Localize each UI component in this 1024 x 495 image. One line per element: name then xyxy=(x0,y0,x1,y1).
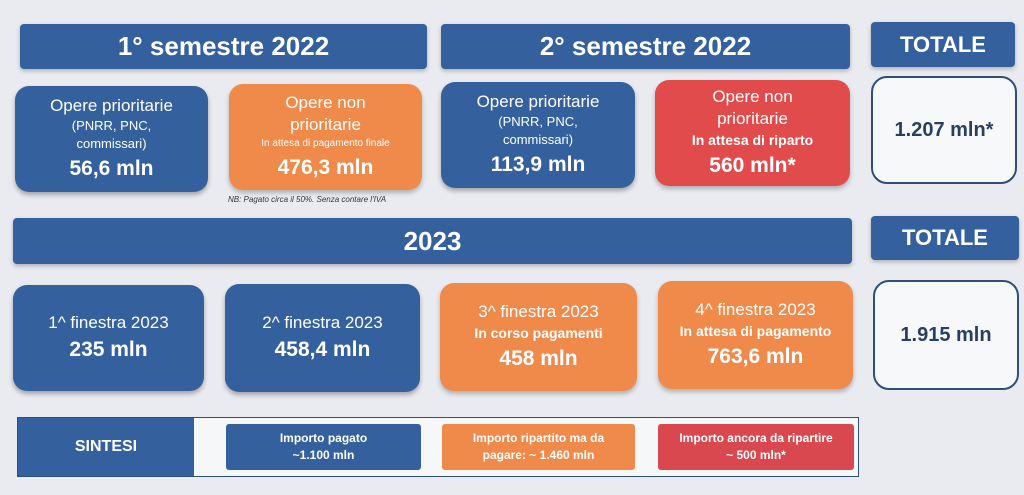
sintesi-line: Importo ripartito ma da xyxy=(472,431,605,445)
card-status: In attesa di pagamento finale xyxy=(261,138,390,149)
header-semestre-1: 1° semestre 2022 xyxy=(20,24,427,69)
card-value: 113,9 mln xyxy=(490,153,586,176)
sintesi-line: ~1.100 mln xyxy=(292,448,355,462)
card-sub: (PNRR, PNC, xyxy=(498,114,578,129)
card-sub: (PNRR, PNC, xyxy=(71,118,152,133)
total-2023-box: 1.915 mln xyxy=(873,280,1019,390)
card-status: In corso pagamenti xyxy=(474,325,603,341)
total-2023-value: 1.915 mln xyxy=(900,323,992,346)
card-finestra-1: 1^ finestra 2023 235 mln xyxy=(13,285,204,391)
card-sem1-opere-prioritarie: Opere prioritarie (PNRR, PNC, commissari… xyxy=(15,86,208,192)
card-title: Opere prioritarie xyxy=(476,92,600,111)
card-sub: commissari) xyxy=(502,132,574,147)
card-status: In attesa di riparto xyxy=(691,132,814,148)
card-sub: commissari) xyxy=(76,136,147,151)
card-title: Opere non xyxy=(712,87,793,106)
total-2022-value: 1.207 mln* xyxy=(894,118,994,141)
card-value: 476,3 mln xyxy=(277,156,374,179)
sintesi-line: pagare: ~ 1.460 mln xyxy=(482,448,595,462)
card-sem2-opere-non-prioritarie: Opere non prioritarie In attesa di ripar… xyxy=(655,80,850,186)
card-value: 458 mln xyxy=(499,347,578,370)
card-finestra-3: 3^ finestra 2023 In corso pagamenti 458 … xyxy=(440,283,637,391)
footnote-nb: NB: Pagato circa il 50%. Senza contare l… xyxy=(228,195,387,204)
card-title: prioritarie xyxy=(290,115,361,134)
card-sem2-opere-prioritarie: Opere prioritarie (PNRR, PNC, commissari… xyxy=(441,82,635,188)
card-value: 560 mln* xyxy=(709,154,796,177)
header-totale-2023: TOTALE xyxy=(871,216,1019,260)
header-2023: 2023 xyxy=(13,218,852,264)
sintesi-line: Importo ancora da ripartire xyxy=(679,431,833,445)
total-2022-box: 1.207 mln* xyxy=(871,76,1017,184)
header-totale-2022: TOTALE xyxy=(871,22,1015,67)
sintesi-line: ~ 500 mln* xyxy=(726,448,786,462)
card-title: 3^ finestra 2023 xyxy=(478,302,599,321)
sintesi-importo-da-ripartire: Importo ancora da ripartire ~ 500 mln* xyxy=(658,424,854,470)
card-finestra-2: 2^ finestra 2023 458,4 mln xyxy=(225,284,420,392)
card-title: prioritarie xyxy=(717,109,788,128)
card-value: 235 mln xyxy=(69,338,148,361)
sintesi-label-text: SINTESI xyxy=(74,438,138,455)
card-finestra-4: 4^ finestra 2023 In attesa di pagamento … xyxy=(658,281,853,389)
card-value: 763,6 mln xyxy=(707,345,804,368)
card-title: 1^ finestra 2023 xyxy=(48,313,169,332)
card-value: 56,6 mln xyxy=(69,157,154,180)
sintesi-importo-ripartito: Importo ripartito ma da pagare: ~ 1.460 … xyxy=(442,424,635,470)
sintesi-label: SINTESI xyxy=(18,418,194,476)
card-sem1-opere-non-prioritarie: Opere non prioritarie In attesa di pagam… xyxy=(229,84,422,190)
card-value: 458,4 mln xyxy=(274,338,371,361)
card-title: Opere prioritarie xyxy=(50,96,173,115)
card-status: In attesa di pagamento xyxy=(679,323,832,339)
header-semestre-2: 2° semestre 2022 xyxy=(441,24,850,69)
card-title: Opere non xyxy=(285,93,366,112)
card-title: 2^ finestra 2023 xyxy=(262,313,383,332)
sintesi-importo-pagato: Importo pagato ~1.100 mln xyxy=(226,424,421,470)
sintesi-line: Importo pagato xyxy=(279,431,368,445)
card-title: 4^ finestra 2023 xyxy=(695,300,816,319)
